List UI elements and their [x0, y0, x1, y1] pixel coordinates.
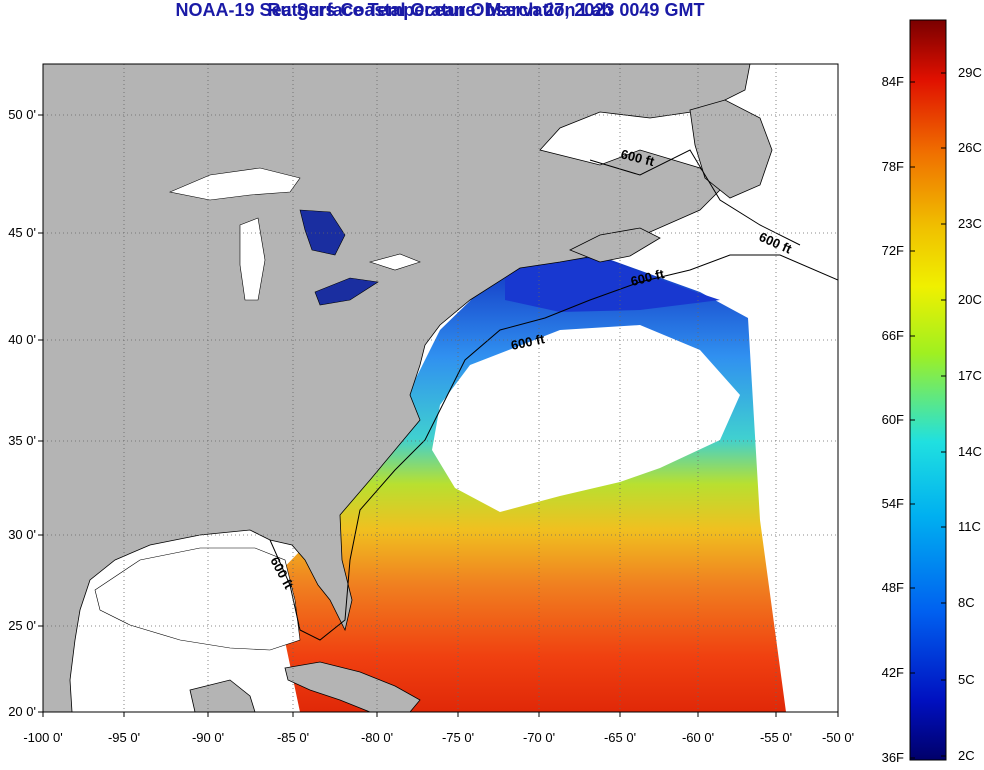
lon-label: -55 0'	[760, 730, 792, 745]
lon-label: -85 0'	[277, 730, 309, 745]
longitude-labels: -100 0' -95 0' -90 0' -85 0' -80 0' -75 0' -70…	[23, 712, 854, 745]
colorbar-c-label: 23C	[958, 216, 982, 231]
lake-superior	[168, 167, 301, 201]
lat-label: 40 0'	[8, 332, 36, 347]
colorbar-c-label: 29C	[958, 65, 982, 80]
lat-label: 45 0'	[8, 225, 36, 240]
colorbar-c-label: 14C	[958, 444, 982, 459]
colorbar-celsius-labels: 29C 26C 23C 20C 17C 14C 11C 8C 5C 2C	[941, 65, 982, 763]
lon-label: -65 0'	[604, 730, 636, 745]
lon-label: -80 0'	[361, 730, 393, 745]
colorbar-f-label: 84F	[882, 74, 904, 89]
colorbar-gradient	[909, 19, 947, 761]
colorbar-c-label: 20C	[958, 292, 982, 307]
map-border	[42, 63, 839, 713]
lon-label: -70 0'	[523, 730, 555, 745]
colorbar-f-label: 66F	[882, 328, 904, 343]
contour-label-carolina: 600 ft	[510, 331, 547, 353]
colorbar-f-label: 72F	[882, 243, 904, 258]
lat-label: 50 0'	[8, 107, 36, 122]
colorbar-fahrenheit-labels: 84F 78F 72F 66F 60F 54F 48F 42F 36F	[882, 74, 915, 765]
colorbar-f-label: 54F	[882, 496, 904, 511]
latitude-labels: 50 0' 45 0' 40 0' 35 0' 30 0' 25 0' 20 0'	[8, 107, 43, 719]
colorbar-f-label: 42F	[882, 665, 904, 680]
graticule	[42, 64, 839, 713]
lon-label: -100 0'	[23, 730, 62, 745]
gulf-of-mexico	[94, 547, 301, 651]
colorbar-c-label: 11C	[958, 519, 981, 534]
colorbar-f-label: 36F	[882, 750, 904, 765]
cuba-land	[284, 661, 421, 712]
lat-label: 20 0'	[8, 704, 36, 719]
lake-michigan	[239, 217, 266, 301]
lat-label: 35 0'	[8, 433, 36, 448]
cold-water-patch	[505, 258, 720, 312]
yucatan-land	[189, 679, 256, 712]
colorbar-f-label: 60F	[882, 412, 904, 427]
colorbar-c-label: 17C	[958, 368, 982, 383]
lat-label: 25 0'	[8, 618, 36, 633]
lon-label: -95 0'	[108, 730, 140, 745]
lon-label: -90 0'	[192, 730, 224, 745]
lon-label: -60 0'	[682, 730, 714, 745]
lake-ontario	[368, 253, 421, 271]
north-america-land	[43, 64, 751, 712]
lat-label: 30 0'	[8, 527, 36, 542]
map-title: NOAA-19 Sea Surface Temperature: March 2…	[175, 0, 705, 20]
colorbar-f-label: 48F	[882, 580, 904, 595]
colorbar-c-label: 26C	[958, 140, 982, 155]
lake-michigan-huron	[299, 209, 346, 256]
lon-label: -50 0'	[822, 730, 854, 745]
lon-label: -75 0'	[442, 730, 474, 745]
nova-scotia-land	[569, 227, 661, 263]
sst-map: 600 ft 600 ft 600 ft 600 ft 600 ft 50 0'…	[8, 63, 854, 745]
contour-600ft	[269, 254, 838, 641]
contour-600ft-north	[589, 149, 801, 246]
colorbar-c-label: 5C	[958, 672, 975, 687]
lake-erie	[314, 277, 379, 306]
map-subtitle: Rutgers Coastal Ocean Observation Lab	[267, 0, 613, 20]
colorbar-c-label: 2C	[958, 748, 975, 763]
cloud-mask	[432, 325, 740, 512]
colorbar-c-label: 8C	[958, 595, 975, 610]
colorbar-f-label: 78F	[882, 159, 904, 174]
